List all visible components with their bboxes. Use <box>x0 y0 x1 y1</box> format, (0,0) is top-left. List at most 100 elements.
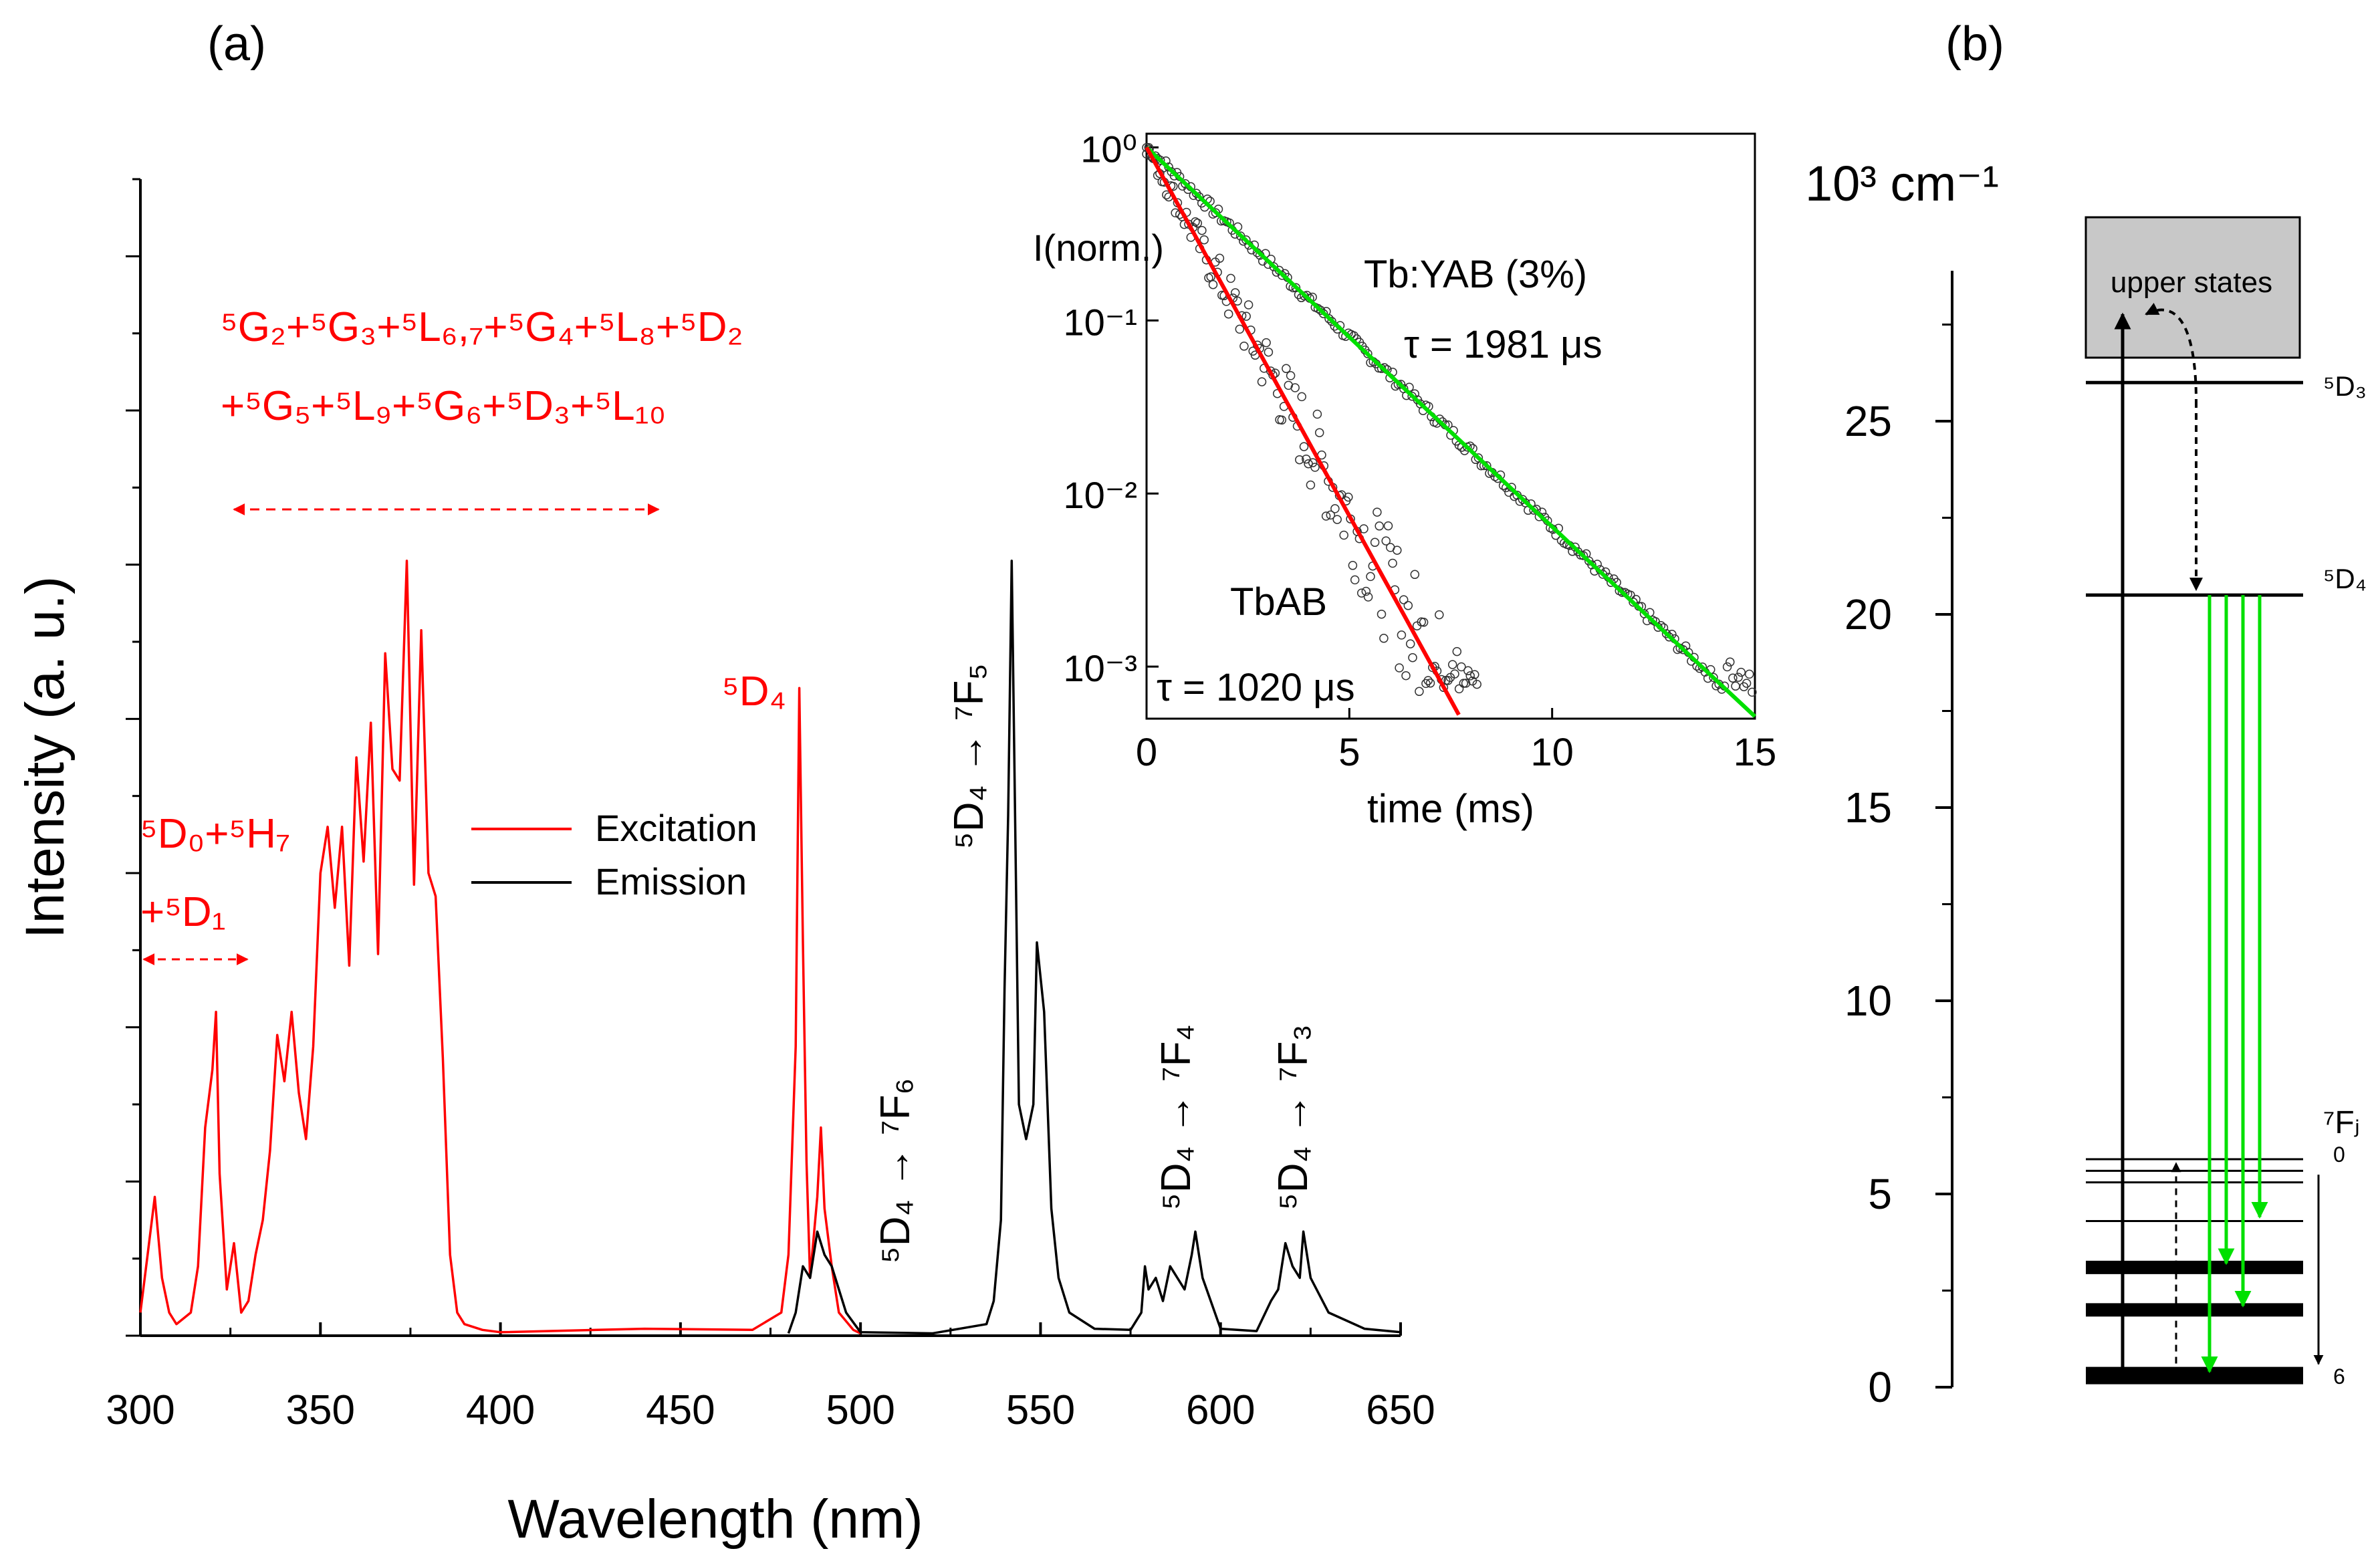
energy-y-tick-label: 20 <box>1844 590 1892 638</box>
inset-decay-point <box>1208 279 1218 289</box>
legend-excitation-label: Excitation <box>595 807 757 849</box>
inset-decay-point <box>1257 377 1267 386</box>
inset-decay-point <box>1327 317 1336 326</box>
inset-decay-point <box>1316 306 1326 316</box>
energy-axis-unit: 10³ cm⁻¹ <box>1805 156 1999 211</box>
inset-decay-point <box>1598 570 1608 579</box>
inset-decay-point <box>1744 669 1754 679</box>
inset-decay-point <box>1450 669 1459 679</box>
inset-decay-point <box>1359 524 1368 533</box>
inset-decay-point <box>1361 586 1371 596</box>
energy-arrows <box>2114 303 2324 1376</box>
inset-decay-point <box>1457 662 1466 672</box>
inset-y-axis-label: I(norm.) <box>1033 227 1164 269</box>
inset-decay-point <box>1363 349 1373 358</box>
inset-decay-point <box>1241 235 1251 245</box>
inset-decay-point <box>1395 663 1404 673</box>
inset-x-tick-label: 5 <box>1338 731 1360 774</box>
inset-decay-point <box>1344 492 1353 502</box>
inset-decay-point <box>1223 309 1233 319</box>
inset-decay-point <box>1736 667 1746 677</box>
main-x-tick-label: 500 <box>826 1387 895 1433</box>
inset-decay-point <box>1290 383 1300 392</box>
inset-decay-point <box>1181 178 1190 189</box>
inset-y-tick-label: 10⁻² <box>1064 474 1138 516</box>
level-d4-label: ⁵D₄ <box>2323 563 2367 594</box>
inset-decay-point <box>1282 364 1291 374</box>
inset-decay-point <box>1308 458 1318 467</box>
legend: Excitation Emission <box>471 807 757 902</box>
panel-a-label: (a) <box>207 17 266 71</box>
inset-decay-point <box>1277 415 1287 425</box>
inset-decay-point <box>1239 342 1249 351</box>
inset-decay-point <box>1397 630 1407 640</box>
inset-decay-point <box>1197 225 1207 235</box>
inset-x-tick-label: 10 <box>1530 731 1574 774</box>
inset-decay-point <box>1410 570 1420 580</box>
panel-b-label: (b) <box>1945 17 2004 71</box>
inset-decay-point <box>1443 676 1453 685</box>
upper-states-label: upper states <box>2111 266 2272 299</box>
inset-decay-point <box>1199 235 1209 245</box>
inset-decay-point <box>1191 217 1200 227</box>
inset-decay-point <box>1233 296 1242 306</box>
inset-decay-point <box>1742 679 1752 688</box>
inset-decay-point <box>1339 530 1348 540</box>
annotation-f4: ⁵D₄ → ⁷F₄ <box>1153 1024 1199 1210</box>
annotation-f6: ⁵D₄ → ⁷F₆ <box>872 1078 919 1263</box>
inset-series-tbyab-tau: τ = 1981 μs <box>1404 323 1602 366</box>
inset-decay-point <box>1383 521 1393 531</box>
annotation-high-line2: +⁵G₅+⁵L₉+⁵G₆+⁵D₃+⁵L₁₀ <box>221 383 666 429</box>
inset-decay-point <box>1408 652 1417 663</box>
inset-decay-point <box>1393 546 1402 555</box>
inset-decay-point <box>1299 442 1309 451</box>
inset-decay-point <box>1415 687 1424 697</box>
energy-y-tick-label: 25 <box>1844 397 1892 445</box>
relax-arrow-upper <box>2145 303 2197 402</box>
inset-decay-point <box>1421 679 1431 689</box>
main-x-tick-label: 600 <box>1186 1387 1255 1433</box>
inset-decay-point <box>1356 588 1366 598</box>
inset-decay-point <box>1401 671 1411 681</box>
inset-x-tick-label: 0 <box>1136 731 1157 774</box>
energy-y-tick-label: 15 <box>1844 784 1892 832</box>
main-x-axis-label: Wavelength (nm) <box>507 1489 923 1550</box>
inset-y-tick-label: 10⁻³ <box>1064 647 1138 689</box>
fit-line-tbab <box>1145 146 1461 716</box>
main-x-tick-label: 650 <box>1366 1387 1435 1433</box>
inset-decay-point <box>1726 657 1735 667</box>
inset-decay-point <box>1326 510 1336 520</box>
inset-decay-point <box>1171 208 1180 218</box>
inset-decay-point <box>1617 588 1627 597</box>
energy-y-tick-label: 5 <box>1868 1170 1892 1218</box>
inset-decay-point <box>1375 521 1384 531</box>
inset-decay-point <box>1722 662 1732 672</box>
annotation-f3: ⁵D₄ → ⁷F₃ <box>1270 1024 1316 1210</box>
inset-decay-point <box>1465 671 1475 681</box>
inset-decay-point <box>1467 676 1477 686</box>
inset-series-tbab-tau: τ = 1020 μs <box>1157 666 1355 709</box>
inset-frame <box>1145 132 1756 720</box>
annotation-low-line2: +⁵D₁ <box>140 889 226 935</box>
inset-decay-point <box>1728 673 1738 683</box>
level-d3-label: ⁵D₃ <box>2323 370 2367 402</box>
inset-decay-point <box>1226 273 1235 283</box>
inset-decay-point <box>1193 219 1203 228</box>
inset-decay-point <box>1370 537 1380 548</box>
inset-decay-point <box>1447 660 1457 669</box>
inset-decay-point <box>1379 634 1389 643</box>
inset-decay-point <box>1709 673 1718 683</box>
main-plot: 300 350 400 450 500 550 600 650 Wavelength (nm)… <box>15 178 1435 1550</box>
inset-decay-point <box>1306 480 1316 490</box>
inset-decay-point <box>1235 324 1245 334</box>
main-x-tick-label: 350 <box>286 1387 355 1433</box>
energy-diagram: 10³ cm⁻¹ 0 5 10 15 20 25 upper states ⁵D₃ ⁵D₄… <box>1805 156 2367 1411</box>
annotation-d4: ⁵D₄ <box>722 669 786 715</box>
inset-decay-point <box>1665 632 1674 642</box>
annotation-f5: ⁵D₄ → ⁷F₅ <box>946 663 992 849</box>
inset-decay-point <box>1264 347 1274 357</box>
inset-decay-point <box>1482 461 1492 471</box>
inset-decay-point <box>1388 558 1397 568</box>
main-y-axis-label: Intensity (a. u.) <box>15 576 76 939</box>
